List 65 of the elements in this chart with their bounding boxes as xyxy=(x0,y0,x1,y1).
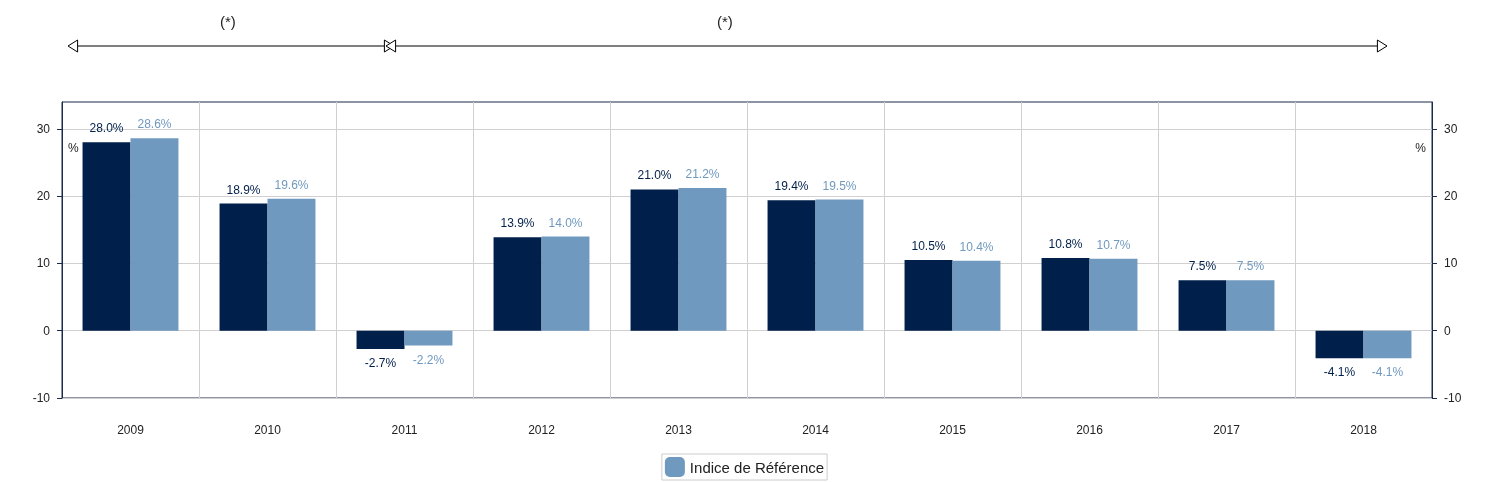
x-tick-label: 2017 xyxy=(1213,423,1241,437)
bar xyxy=(493,237,542,331)
data-label: -4.1% xyxy=(1323,365,1356,380)
data-label: 18.9% xyxy=(226,182,261,197)
bar xyxy=(130,138,179,331)
bar xyxy=(1226,280,1275,331)
data-label: 28.0% xyxy=(89,121,124,136)
y2-axis-title: % xyxy=(1415,141,1427,155)
bar xyxy=(630,189,679,331)
data-label: 7.5% xyxy=(1188,259,1217,274)
bar xyxy=(1041,258,1090,331)
bar xyxy=(815,199,864,331)
bar xyxy=(356,330,405,349)
y2-tick-label: -10 xyxy=(1444,391,1462,405)
data-label: 21.2% xyxy=(685,167,720,182)
bar xyxy=(404,330,453,346)
bar xyxy=(219,203,268,331)
y-axis-title: % xyxy=(68,141,79,155)
x-tick-label: 2014 xyxy=(802,423,830,437)
data-label: 10.5% xyxy=(911,239,946,254)
x-tick-label: 2009 xyxy=(117,423,145,437)
legend-label: Indice de Référence xyxy=(689,458,825,476)
data-label: 7.5% xyxy=(1236,259,1265,274)
data-label: 19.4% xyxy=(774,179,809,194)
bar xyxy=(1363,330,1412,359)
data-label: 10.7% xyxy=(1096,237,1131,252)
y2-tick-label: 30 xyxy=(1444,121,1458,136)
bar xyxy=(767,200,816,331)
data-label: -2.7% xyxy=(364,355,397,370)
x-tick-label: 2012 xyxy=(528,423,556,437)
data-label: -4.1% xyxy=(1371,365,1404,380)
y-tick-label: 0 xyxy=(43,323,51,338)
y-tick-label: 10 xyxy=(36,256,51,271)
x-tick-label: 2018 xyxy=(1350,423,1378,437)
bar xyxy=(678,188,727,331)
data-label: 19.6% xyxy=(274,177,309,192)
x-tick-label: 2013 xyxy=(665,423,693,437)
data-label: 10.8% xyxy=(1048,237,1083,252)
y2-tick-label: 0 xyxy=(1444,323,1451,338)
y-tick-label: 30 xyxy=(36,121,51,136)
bar xyxy=(1089,258,1138,331)
data-label: 10.4% xyxy=(959,239,994,254)
x-tick-label: 2011 xyxy=(391,423,418,437)
bar xyxy=(952,260,1001,331)
y-tick-label: -10 xyxy=(32,391,51,405)
y2-tick-label: 20 xyxy=(1444,189,1458,204)
data-label: -2.2% xyxy=(412,352,445,367)
y2-tick-label: 10 xyxy=(1444,256,1458,271)
data-label: 13.9% xyxy=(500,216,535,231)
bar xyxy=(1178,280,1227,331)
x-tick-label: 2015 xyxy=(939,423,967,437)
x-tick-label: 2010 xyxy=(254,423,282,437)
y-tick-label: 20 xyxy=(36,189,51,204)
data-label: 19.5% xyxy=(822,178,857,193)
data-label: 28.6% xyxy=(137,117,172,132)
bar xyxy=(82,142,131,331)
bar xyxy=(904,260,953,331)
x-tick-label: 2016 xyxy=(1076,423,1104,437)
bar xyxy=(267,198,316,331)
text: (*) xyxy=(717,13,733,30)
bar xyxy=(541,236,590,331)
text: (*) xyxy=(220,13,236,30)
bar xyxy=(1315,330,1364,359)
data-label: 14.0% xyxy=(548,215,583,230)
data-label: 21.0% xyxy=(637,168,672,183)
